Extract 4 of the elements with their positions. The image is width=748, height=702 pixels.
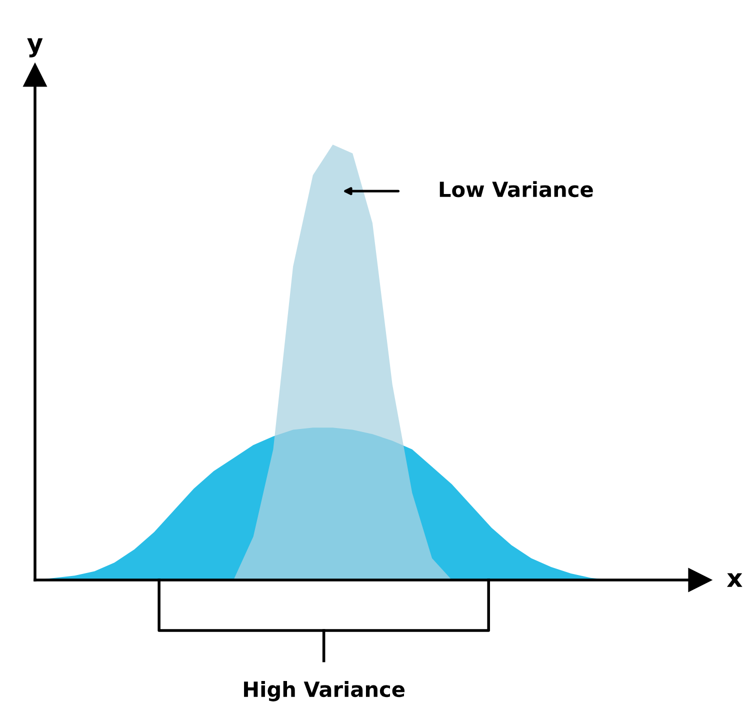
x-axis-title: x [726,573,742,587]
annotation: Low Variance [440,181,593,198]
text: High Variance [244,681,405,702]
y-axis-title: y [27,38,43,58]
